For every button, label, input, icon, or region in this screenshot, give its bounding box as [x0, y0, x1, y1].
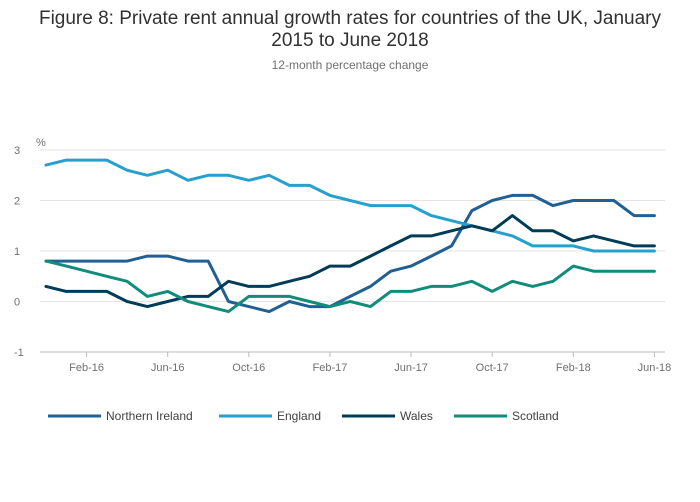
chart-title: Figure 8: Private rent annual growth rat… [0, 8, 700, 52]
legend-label-2: Wales [400, 409, 433, 423]
y-tick-label: 0 [14, 297, 20, 309]
y-axis-unit-label: % [36, 137, 46, 149]
x-tick-label: Oct-17 [476, 362, 509, 374]
series-line-3 [44, 259, 656, 314]
series-line-2 [44, 214, 656, 309]
series-line-1 [44, 158, 656, 253]
legend-label-3: Scotland [512, 409, 559, 423]
series-lines [44, 158, 656, 314]
x-tick-label: Feb-16 [69, 362, 104, 374]
gridlines [40, 149, 665, 353]
x-tick-label: Feb-18 [556, 362, 591, 374]
x-tick-label: Oct-16 [232, 362, 265, 374]
x-tick-label: Feb-17 [312, 362, 347, 374]
x-tick-label: Jun-18 [638, 362, 672, 374]
x-axis: Feb-16 Jun-16 Oct-16 Feb-17 Jun-17 Oct-17 Feb-… [40, 351, 672, 374]
legend: Northern Ireland England Wales Scotland [48, 409, 559, 423]
y-axis: -1 0 1 2 3 [14, 145, 24, 359]
chart-subtitle: 12-month percentage change [271, 58, 429, 72]
y-tick-label: 2 [14, 196, 20, 208]
chart-title-line-1: Figure 8: Private rent annual growth rat… [38, 8, 662, 29]
series-line-0 [44, 193, 656, 314]
x-tick-label: Jun-16 [151, 362, 185, 374]
y-tick-label: 3 [14, 145, 20, 157]
y-tick-label: 1 [14, 246, 20, 258]
x-tick-label: Jun-17 [394, 362, 428, 374]
legend-label-1: England [277, 409, 321, 423]
chart-title-line-2: 2015 to June 2018 [271, 30, 429, 51]
legend-label-0: Northern Ireland [106, 409, 193, 423]
y-tick-label: -1 [14, 347, 24, 359]
